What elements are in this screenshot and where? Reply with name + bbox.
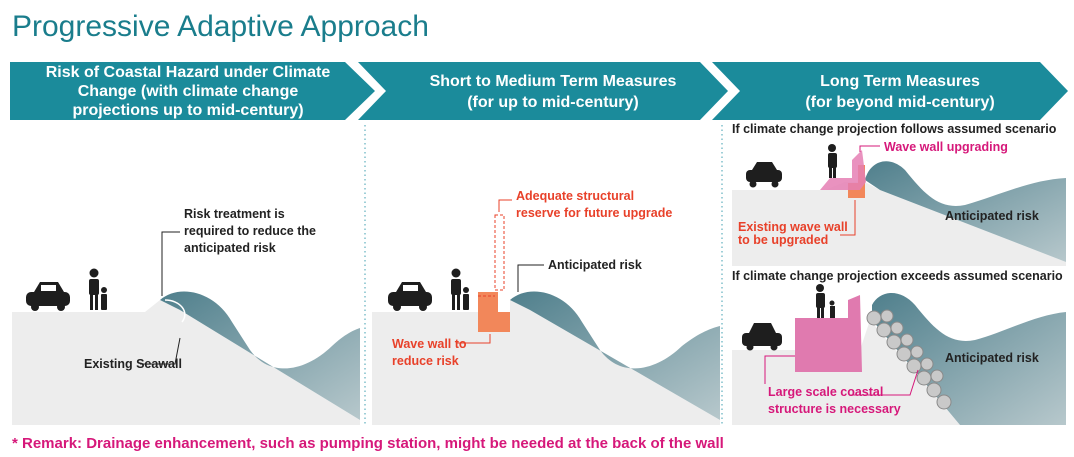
heading: projections up to mid-century)	[72, 102, 303, 119]
heading: (for up to mid-century)	[467, 94, 639, 111]
label: Large scale coastal	[768, 385, 883, 399]
panel-1	[12, 231, 360, 425]
chevron	[358, 62, 728, 120]
label: Anticipated risk	[945, 351, 1039, 365]
label: reserve for future upgrade	[516, 206, 672, 220]
label: Risk treatment is	[184, 207, 285, 221]
heading: Long Term Measures	[820, 73, 980, 90]
label: Anticipated risk	[548, 258, 642, 272]
chevron	[10, 62, 375, 120]
label: to be upgraded	[738, 233, 828, 247]
chevron	[712, 62, 1068, 120]
heading: (for beyond mid-century)	[805, 94, 994, 111]
title: Progressive Adaptive Approach	[12, 10, 429, 43]
label: reduce risk	[392, 354, 459, 368]
panel-3b	[732, 284, 1066, 425]
label: Wave wall upgrading	[884, 140, 1008, 154]
heading: Risk of Coastal Hazard under Climate	[46, 64, 331, 81]
heading: Short to Medium Term Measures	[430, 73, 677, 90]
label: Wave wall to	[392, 337, 467, 351]
panel-3a	[732, 144, 1066, 266]
label: required to reduce the	[184, 224, 316, 238]
label: If climate change projection follows ass…	[732, 122, 1057, 136]
label: If climate change projection exceeds ass…	[732, 269, 1063, 283]
label: Existing wave wall	[738, 220, 848, 234]
label: Existing Seawall	[84, 357, 182, 371]
label: Anticipated risk	[945, 209, 1039, 223]
heading: Change (with climate change	[78, 83, 299, 100]
label: structure is necessary	[768, 402, 901, 416]
panel-2	[372, 199, 720, 425]
label: Adequate structural	[516, 189, 634, 203]
label: anticipated risk	[184, 241, 276, 255]
remark: * Remark: Drainage enhancement, such as …	[12, 435, 724, 452]
